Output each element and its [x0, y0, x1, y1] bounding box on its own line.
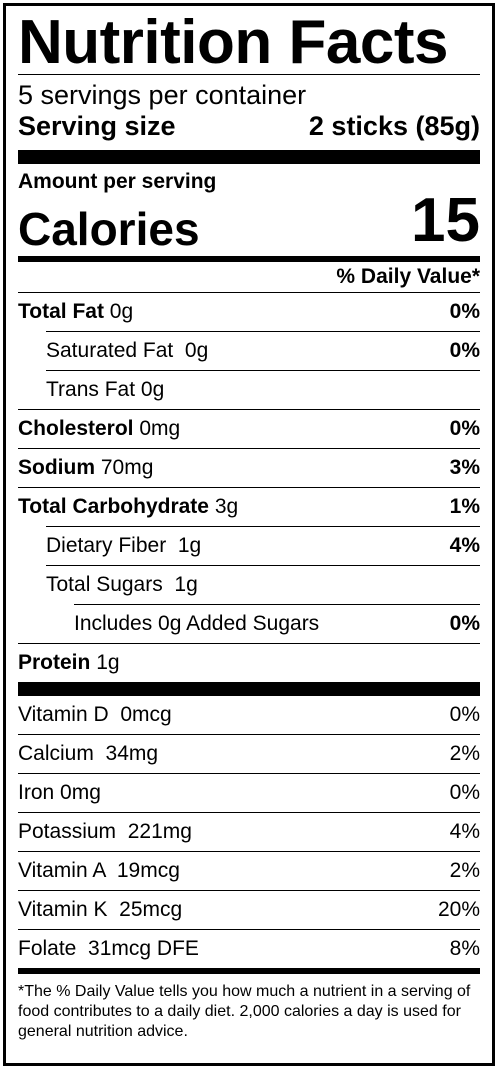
- nutrient-amount: 0mg: [139, 417, 181, 440]
- vitamin-text: Calcium 34mg: [18, 742, 159, 765]
- thick-divider: [18, 150, 480, 164]
- nutrient-amount: 70mg: [100, 456, 154, 479]
- nutrient-name: Total Sugars: [46, 573, 163, 596]
- servings-per-container: 5 servings per container: [18, 80, 307, 110]
- serving-size-value: 2 sticks (85g): [308, 111, 480, 141]
- nutrient-row-total-sugars: Total Sugars 1g: [46, 565, 480, 604]
- serving-size-label: Serving size: [18, 111, 176, 141]
- nutrient-dv: 1%: [449, 495, 480, 518]
- vitamin-text: Vitamin K 25mcg: [18, 898, 183, 921]
- calories-row: Calories 15: [18, 186, 480, 255]
- nutrient-name: Total Fat: [18, 300, 104, 323]
- nutrient-name: Cholesterol: [18, 417, 134, 440]
- nutrient-row-added-sugars: Includes 0g Added Sugars 0%: [74, 604, 480, 643]
- nutrient-name: Includes 0g Added Sugars: [74, 612, 320, 635]
- nutrient-name: Total Carbohydrate: [18, 495, 209, 518]
- nutrient-amount: 0g: [140, 378, 165, 401]
- nutrient-dv: 0%: [449, 417, 480, 440]
- nutrient-dv: 0%: [449, 300, 480, 323]
- nutrient-dv: 0%: [449, 339, 480, 362]
- daily-value-header: % Daily Value*: [336, 265, 480, 288]
- nutrient-dv: 4%: [449, 534, 480, 557]
- nutrient-amount: 1g: [96, 651, 120, 674]
- nutrient-row-cholesterol: Cholesterol 0mg 0%: [18, 409, 480, 448]
- label-title: Nutrition Facts: [18, 8, 448, 77]
- nutrient-row-protein: Protein 1g: [18, 643, 480, 682]
- vitamin-dv: 2%: [449, 742, 480, 765]
- nutrient-row-saturated-fat: Saturated Fat 0g 0%: [46, 331, 480, 370]
- vitamin-dv: 2%: [449, 859, 480, 882]
- nutrient-row-sodium: Sodium 70mg 3%: [18, 448, 480, 487]
- label-content: Nutrition Facts 5 servings per container…: [18, 6, 480, 1063]
- vitamin-text: Vitamin A 19mcg: [18, 859, 180, 882]
- vitamin-text: Folate 31mcg DFE: [18, 937, 199, 960]
- vitamin-row-vitamin-a: Vitamin A 19mcg 2%: [18, 851, 480, 890]
- nutrient-amount: 1g: [177, 534, 202, 557]
- nutrient-name: Saturated Fat: [46, 339, 174, 362]
- vitamin-text: Potassium 221mg: [18, 820, 192, 843]
- vitamin-text: Iron 0mg: [18, 781, 101, 804]
- nutrient-name: Protein: [18, 651, 91, 674]
- vitamin-dv: 20%: [437, 898, 480, 921]
- vitamin-row-potassium: Potassium 221mg 4%: [18, 812, 480, 851]
- vitamin-text: Vitamin D 0mcg: [18, 703, 172, 726]
- nutrient-amount: 1g: [174, 573, 198, 596]
- medium-divider: [18, 968, 480, 974]
- divider: [18, 74, 480, 75]
- vitamin-row-iron: Iron 0mg 0%: [18, 773, 480, 812]
- vitamin-dv: 4%: [449, 820, 480, 843]
- nutrient-dv: 0%: [449, 612, 480, 635]
- footnote: *The % Daily Value tells you how much a …: [18, 983, 471, 1040]
- nutrient-dv: 3%: [449, 456, 480, 479]
- nutrient-row-total-carbohydrate: Total Carbohydrate 3g 1%: [18, 487, 480, 526]
- vitamin-row-vitamin-d: Vitamin D 0mcg 0%: [18, 696, 480, 734]
- nutrient-amount: 0g: [184, 339, 209, 362]
- thick-divider: [18, 682, 480, 696]
- vitamin-dv: 0%: [449, 703, 480, 726]
- vitamin-row-calcium: Calcium 34mg 2%: [18, 734, 480, 773]
- calories-label: Calories: [18, 203, 200, 255]
- medium-divider: [18, 256, 480, 262]
- nutrition-facts-label: Nutrition Facts 5 servings per container…: [3, 3, 495, 1066]
- nutrient-amount: 3g: [214, 495, 239, 518]
- nutrient-row-total-fat: Total Fat 0g 0%: [18, 292, 480, 331]
- calories-value: 15: [411, 186, 480, 255]
- nutrient-amount: 0g: [109, 300, 134, 323]
- nutrient-row-dietary-fiber: Dietary Fiber 1g 4%: [46, 526, 480, 565]
- nutrient-row-trans-fat: Trans Fat 0g: [46, 370, 480, 409]
- vitamin-row-folate: Folate 31mcg DFE 8%: [18, 929, 480, 968]
- vitamin-dv: 0%: [449, 781, 480, 804]
- amount-per-serving: Amount per serving: [18, 170, 217, 193]
- nutrient-name: Sodium: [18, 456, 95, 479]
- vitamin-dv: 8%: [449, 937, 480, 960]
- serving-size-row: Serving size 2 sticks (85g): [18, 110, 480, 142]
- vitamin-row-vitamin-k: Vitamin K 25mcg 20%: [18, 890, 480, 929]
- nutrient-name: Trans Fat: [46, 378, 136, 401]
- nutrient-name: Dietary Fiber: [46, 534, 167, 557]
